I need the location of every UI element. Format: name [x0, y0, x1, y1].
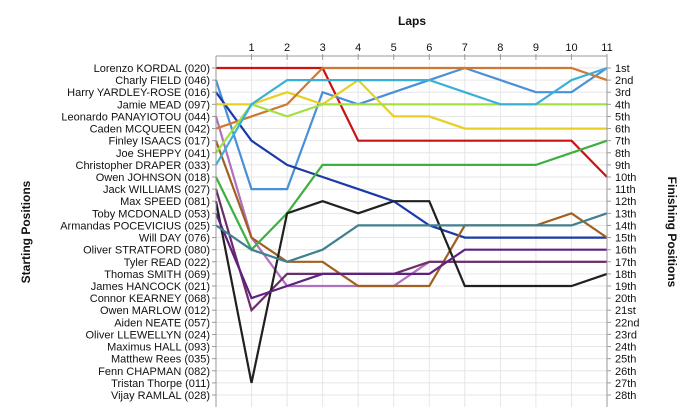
start-label: Lorenzo KORDAL (020): [94, 63, 210, 75]
lap-tick-label: 8: [497, 42, 503, 54]
finish-label: 1st: [615, 63, 630, 75]
finish-label: 14th: [615, 220, 636, 232]
start-label: Thomas SMITH (069): [104, 269, 210, 281]
finish-label: 4th: [615, 99, 630, 111]
series-line: [215, 212, 608, 263]
series-line: [215, 102, 607, 154]
x-tick-labels: 1 2 3 4 5 6 7 8 9 10 11: [248, 42, 613, 60]
start-label: Caden MCQUEEN (042): [90, 124, 210, 136]
y-axis-left-label: Starting Positions: [19, 180, 33, 283]
finish-label: 19th: [615, 281, 636, 293]
start-label: Christopher DRAPER (033): [76, 160, 211, 172]
lap-tick-label: 9: [533, 42, 539, 54]
series-line: [216, 66, 608, 178]
finish-label: 26th: [615, 366, 636, 378]
start-label: Max SPEED (081): [120, 196, 210, 208]
chart-title: Laps: [398, 14, 426, 28]
lap-tick-label: 2: [284, 42, 290, 54]
series-line: [214, 188, 607, 313]
series-line: [214, 140, 608, 288]
start-label: Oliver STRATFORD (080): [83, 245, 210, 257]
finish-label: 27th: [615, 378, 636, 390]
finish-label: 23rd: [615, 329, 637, 341]
lap-tick-label: 6: [426, 42, 432, 54]
finish-label: 18th: [615, 269, 636, 281]
series-line: [215, 66, 608, 166]
start-label: Leonardo PANAYIOTOU (044): [61, 111, 210, 123]
finish-label: 10th: [615, 172, 636, 184]
grid: [216, 62, 608, 407]
finish-label: 8th: [615, 148, 630, 160]
finish-label: 25th: [615, 354, 636, 366]
lap-tick-label: 10: [565, 42, 577, 54]
axes: [212, 55, 611, 407]
finish-label: 22nd: [615, 317, 639, 329]
finish-label: 6th: [615, 124, 630, 136]
lap-tick-label: 3: [320, 42, 326, 54]
start-label: Tristan Thorpe (011): [111, 378, 210, 390]
finish-label: 24th: [615, 342, 636, 354]
finish-label: 17th: [615, 257, 636, 269]
start-label: Will DAY (076): [139, 233, 210, 245]
series-line: [215, 139, 608, 252]
finish-label: 20th: [615, 293, 636, 305]
series-line: [215, 66, 608, 130]
finish-label: 9th: [615, 160, 630, 172]
series-line: [216, 78, 607, 130]
series-lines: [214, 66, 608, 384]
start-label: Charly FIELD (046): [115, 75, 210, 87]
start-labels: Lorenzo KORDAL (020)Charly FIELD (046)Ha…: [60, 63, 210, 402]
start-label: Oliver LLEWELLYN (024): [85, 329, 210, 341]
series-line: [214, 200, 608, 384]
start-label: Finley ISAACS (017): [109, 136, 210, 148]
start-label: Fenn CHAPMAN (082): [98, 366, 210, 378]
finish-label: 15th: [615, 233, 636, 245]
start-label: James HANCOCK (021): [91, 281, 210, 293]
start-label: Owen MARLOW (012): [100, 305, 210, 317]
start-label: Owen JOHNSON (018): [96, 172, 210, 184]
finish-label: 2nd: [615, 75, 633, 87]
start-label: Connor KEARNEY (068): [90, 293, 210, 305]
finish-label: 7th: [615, 136, 630, 148]
series-line: [214, 212, 607, 300]
series-line: [215, 91, 607, 239]
finish-labels: 1st2nd3rd4th5th6th7th8th9th10th11th12th1…: [615, 63, 639, 402]
finish-label: 13th: [615, 208, 636, 220]
finish-label: 12th: [615, 196, 636, 208]
lap-tick-label: 1: [248, 42, 254, 54]
start-label: Aiden NEATE (057): [114, 317, 210, 329]
lap-tick-label: 4: [355, 42, 361, 54]
lap-tick-label: 5: [391, 42, 397, 54]
finish-label: 11th: [615, 184, 636, 196]
start-label: Armandas POCEVICIUS (025): [60, 220, 210, 232]
lap-tick-label: 7: [462, 42, 468, 54]
y-axis-right-label: Finishing Positions: [665, 177, 679, 288]
start-label: Joe SHEPPY (041): [116, 148, 210, 160]
finish-label: 28th: [615, 390, 636, 402]
start-label: Tyler READ (022): [124, 257, 210, 269]
lap-tick-label: 11: [601, 42, 612, 54]
start-label: Vijay RAMLAL (028): [111, 390, 210, 402]
finish-label: 21st: [615, 305, 636, 317]
finish-label: 16th: [615, 245, 636, 257]
start-label: Jack WILLIAMS (027): [103, 184, 210, 196]
series-line: [214, 66, 608, 191]
finish-label: 5th: [615, 111, 630, 123]
start-label: Harry YARDLEY-ROSE (016): [67, 87, 210, 99]
finish-label: 3rd: [615, 87, 631, 99]
start-label: Maximus HALL (093): [107, 342, 210, 354]
start-label: Toby MCDONALD (053): [92, 208, 210, 220]
start-label: Jamie MEAD (097): [117, 99, 210, 111]
start-label: Matthew Rees (035): [111, 354, 210, 366]
